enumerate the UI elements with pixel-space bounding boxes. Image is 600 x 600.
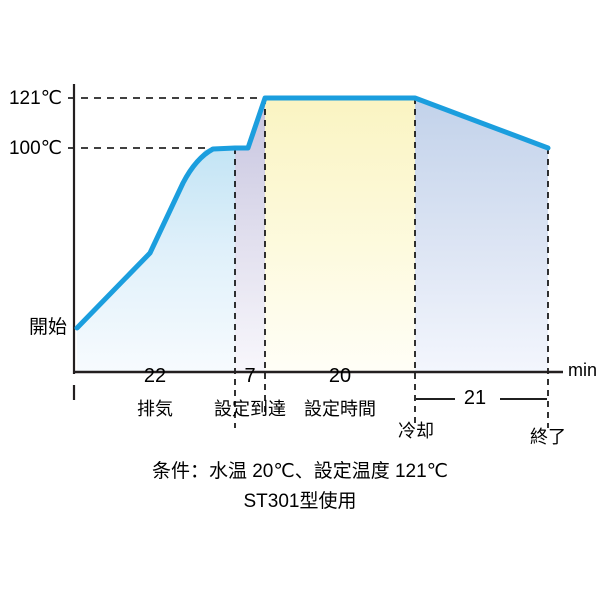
segment-name-exhaust: 排気 [137, 399, 173, 419]
segment-name-cooling: 冷却 [398, 421, 434, 441]
start-marker-label: 開始 [29, 317, 68, 338]
y-axis-label-100: 100℃ [8, 138, 62, 159]
caption-line-1: 条件：水温 20℃、設定温度 121℃ [151, 461, 449, 482]
end-marker-label: 終了 [530, 427, 566, 447]
area-exhaust [77, 148, 235, 372]
temperature-curve [74, 95, 551, 331]
segment-duration-hold: 20 [328, 365, 352, 387]
segment-name-reach: 設定到達 [214, 399, 286, 419]
x-axis-unit-label: min [568, 360, 598, 380]
area-cooling [415, 98, 548, 372]
y-axis-label-121: 121℃ [8, 88, 62, 109]
segment-name-hold: 設定時間 [304, 399, 376, 419]
segment-duration-exhaust: 22 [143, 365, 167, 387]
caption-line-2: ST301型使用 [243, 491, 357, 512]
segment-duration-reach: 7 [244, 365, 256, 387]
area-set-time [265, 98, 415, 372]
area-reach-set [235, 98, 265, 372]
area-fill-group [77, 98, 548, 372]
segment-duration-cool: 21 [463, 387, 487, 409]
